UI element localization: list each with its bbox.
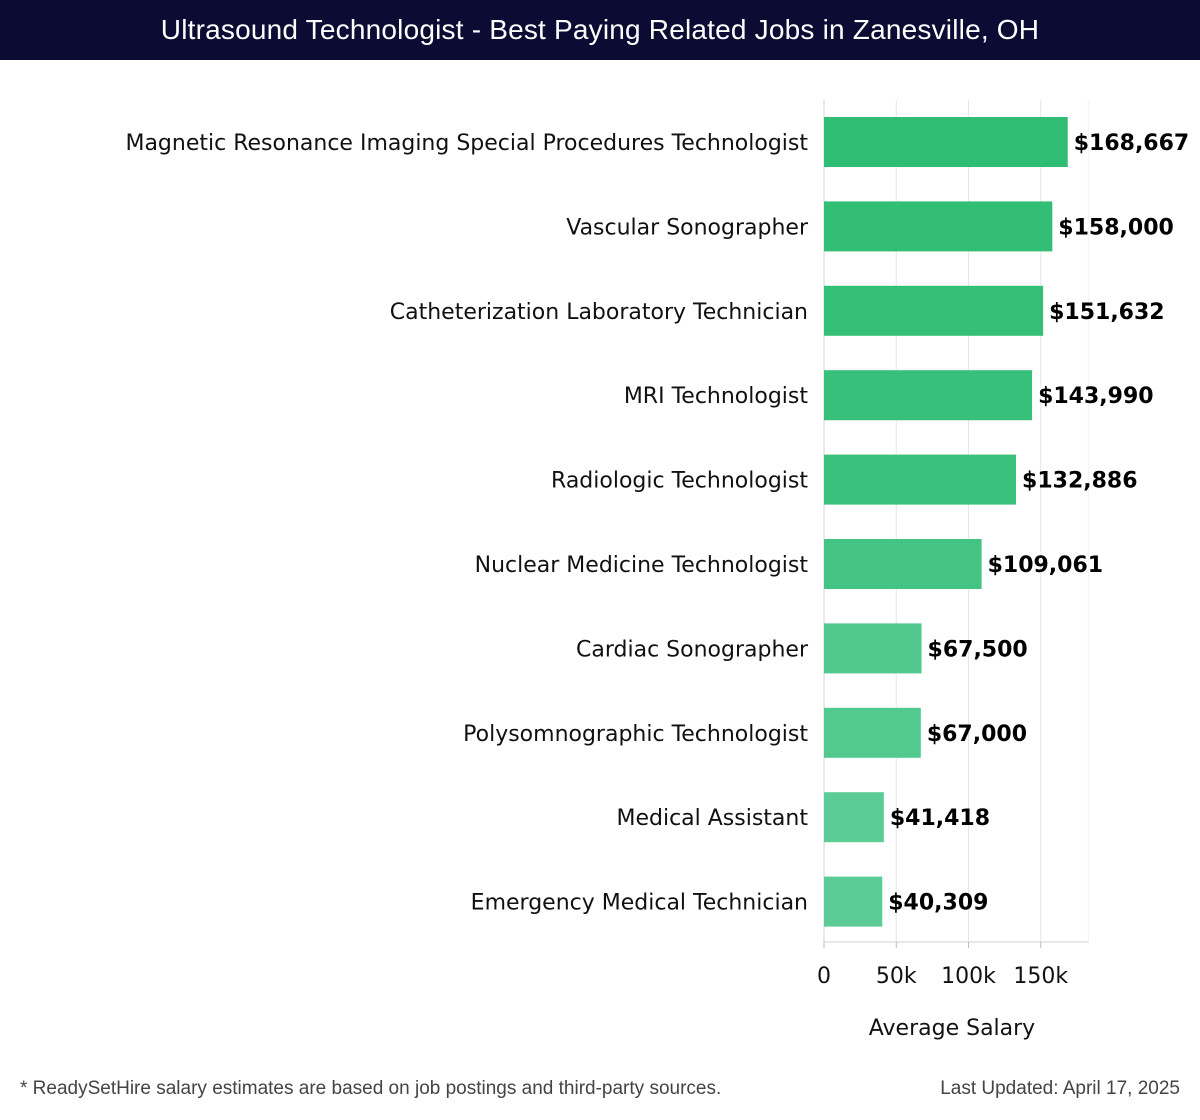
bar (824, 876, 883, 927)
value-label: $168,667 (1074, 131, 1190, 156)
value-label: $151,632 (1049, 300, 1165, 325)
value-label: $109,061 (988, 553, 1104, 578)
bar (824, 454, 1017, 505)
category-label: Cardiac Sonographer (576, 637, 809, 662)
bar (824, 370, 1033, 421)
value-label: $41,418 (890, 806, 990, 831)
x-tick-label: 150k (1013, 964, 1068, 989)
bar-chart: Magnetic Resonance Imaging Special Proce… (125, 100, 1190, 1041)
bar (824, 623, 922, 674)
category-label: Nuclear Medicine Technologist (475, 553, 809, 578)
category-label: Vascular Sonographer (566, 215, 809, 240)
last-updated: Last Updated: April 17, 2025 (940, 1078, 1180, 1099)
value-label: $158,000 (1058, 215, 1174, 240)
bar (824, 792, 884, 843)
value-label: $67,000 (927, 722, 1027, 747)
category-label: Polysomnographic Technologist (463, 722, 808, 747)
category-label: Radiologic Technologist (551, 469, 808, 494)
bar (824, 285, 1044, 336)
x-tick-label: 50k (876, 964, 917, 989)
category-label: Medical Assistant (616, 806, 808, 831)
bar (824, 707, 921, 758)
bar (824, 201, 1053, 252)
category-label: MRI Technologist (624, 384, 809, 409)
category-label: Catheterization Laboratory Technician (390, 300, 808, 325)
value-label: $40,309 (888, 891, 988, 916)
chart-title: Ultrasound Technologist - Best Paying Re… (0, 0, 1200, 60)
x-axis-title: Average Salary (869, 1016, 1035, 1041)
bar (824, 117, 1068, 167)
category-label: Magnetic Resonance Imaging Special Proce… (125, 131, 808, 156)
footer-note: * ReadySetHire salary estimates are base… (20, 1078, 722, 1099)
value-label: $132,886 (1022, 469, 1138, 494)
x-tick-label: 100k (941, 964, 996, 989)
value-label: $143,990 (1038, 384, 1154, 409)
bar (824, 539, 982, 589)
x-tick-label: 0 (817, 964, 831, 989)
value-label: $67,500 (928, 637, 1028, 662)
category-label: Emergency Medical Technician (471, 891, 808, 916)
